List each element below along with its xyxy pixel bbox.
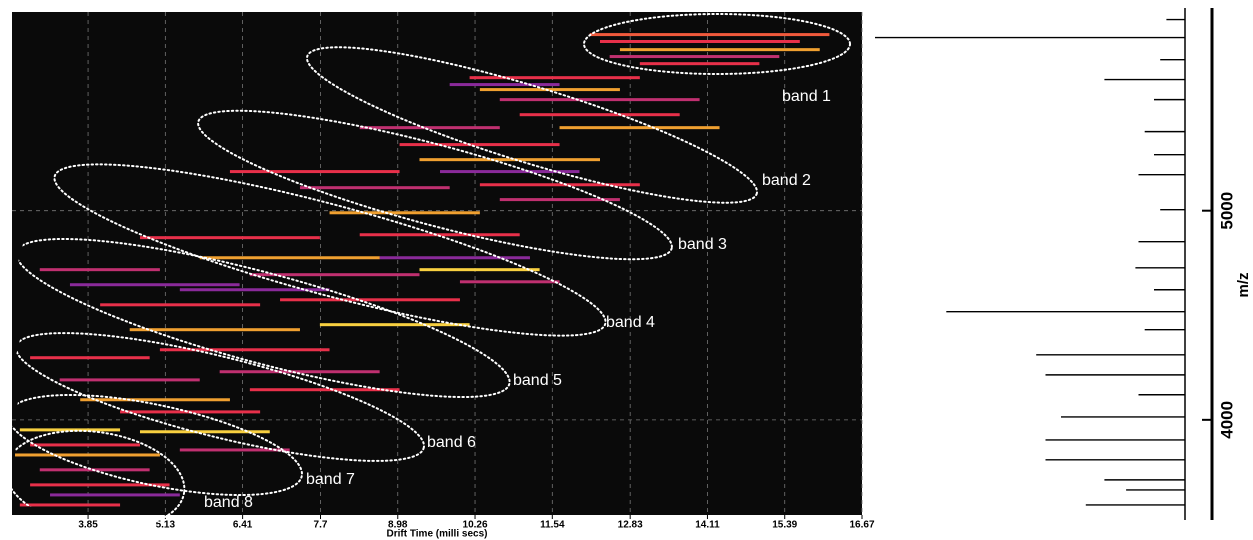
x-tick-label: 11.54 (540, 520, 565, 531)
x-tick-label: 7.7 (314, 520, 328, 531)
ion-signal (589, 33, 830, 37)
ion-signal (50, 493, 180, 497)
band-label: band 4 (606, 314, 655, 331)
ion-signal (30, 443, 140, 447)
ion-signal (609, 55, 780, 59)
ion-signal (419, 158, 600, 162)
ion-signal (499, 198, 620, 202)
x-tick-label: 12.83 (618, 520, 643, 531)
ion-signal (179, 288, 330, 292)
ion-signal (100, 303, 261, 307)
ion-signal (249, 388, 400, 392)
ion-signal (319, 323, 470, 327)
ion-signal (30, 356, 150, 360)
ion-signal (599, 39, 800, 43)
ion-signal (19, 503, 121, 507)
band-label: band 3 (678, 236, 727, 253)
ion-signal (459, 280, 560, 284)
ion-signal (280, 298, 460, 302)
ion-signal (359, 233, 520, 237)
y-tick-label: 4000 (1217, 401, 1236, 439)
band-label: band 2 (762, 172, 811, 189)
ion-signal (249, 273, 420, 277)
ion-signal (179, 448, 290, 452)
ion-signal (479, 183, 640, 187)
x-axis-title: Drift Time (milli secs) (387, 529, 488, 540)
band-outline (583, 13, 851, 75)
ion-signal (30, 483, 170, 487)
x-tick-label: 6.41 (233, 520, 253, 531)
band-outline (7, 429, 186, 531)
ion-signal (379, 256, 530, 260)
ion-signal (139, 430, 270, 434)
band-label: band 7 (306, 471, 355, 488)
band-outline (197, 109, 673, 261)
band-label: band 6 (427, 434, 476, 451)
ion-signal (559, 126, 720, 130)
x-tick-label: 14.11 (695, 520, 720, 531)
band-label: band 5 (513, 372, 562, 389)
ion-signal (139, 236, 320, 240)
ion-signal (469, 76, 640, 80)
ion-signal (299, 186, 450, 190)
ion-signal (499, 98, 700, 102)
x-tick-label: 5.13 (156, 520, 176, 531)
band-outline (53, 163, 607, 337)
ion-signal (80, 398, 230, 402)
ion-signal (19, 428, 121, 432)
ion-signal (69, 283, 240, 287)
ion-signal (479, 88, 620, 92)
ion-signal (15, 453, 160, 457)
ion-signal (159, 348, 330, 352)
ion-signal (519, 113, 680, 117)
ion-signal (419, 268, 540, 272)
ion-signal (329, 211, 480, 215)
ion-signal (449, 83, 560, 87)
band-outline (15, 332, 425, 462)
band-outline (305, 46, 759, 204)
x-tick-label: 8.98 (388, 520, 408, 531)
y-axis-title: m/z (1235, 272, 1252, 297)
x-tick-label: 15.39 (772, 520, 797, 531)
ion-signal (440, 170, 580, 174)
ion-signal (39, 268, 160, 272)
y-tick-label: 5000 (1217, 192, 1236, 230)
x-tick-label: 3.85 (78, 520, 98, 531)
x-tick-label: 10.26 (463, 520, 488, 531)
ion-signal (359, 126, 500, 130)
ion-signal (219, 370, 380, 374)
ion-signal (399, 143, 560, 147)
band-label: band 1 (782, 88, 831, 105)
ion-signal (229, 170, 400, 174)
ion-signal (129, 328, 300, 332)
ion-signal (619, 48, 820, 52)
band-label: band 8 (204, 494, 253, 511)
ion-signal (59, 378, 200, 382)
ion-signal (639, 62, 760, 66)
ion-signal (199, 256, 380, 260)
x-tick-label: 16.67 (849, 520, 874, 531)
